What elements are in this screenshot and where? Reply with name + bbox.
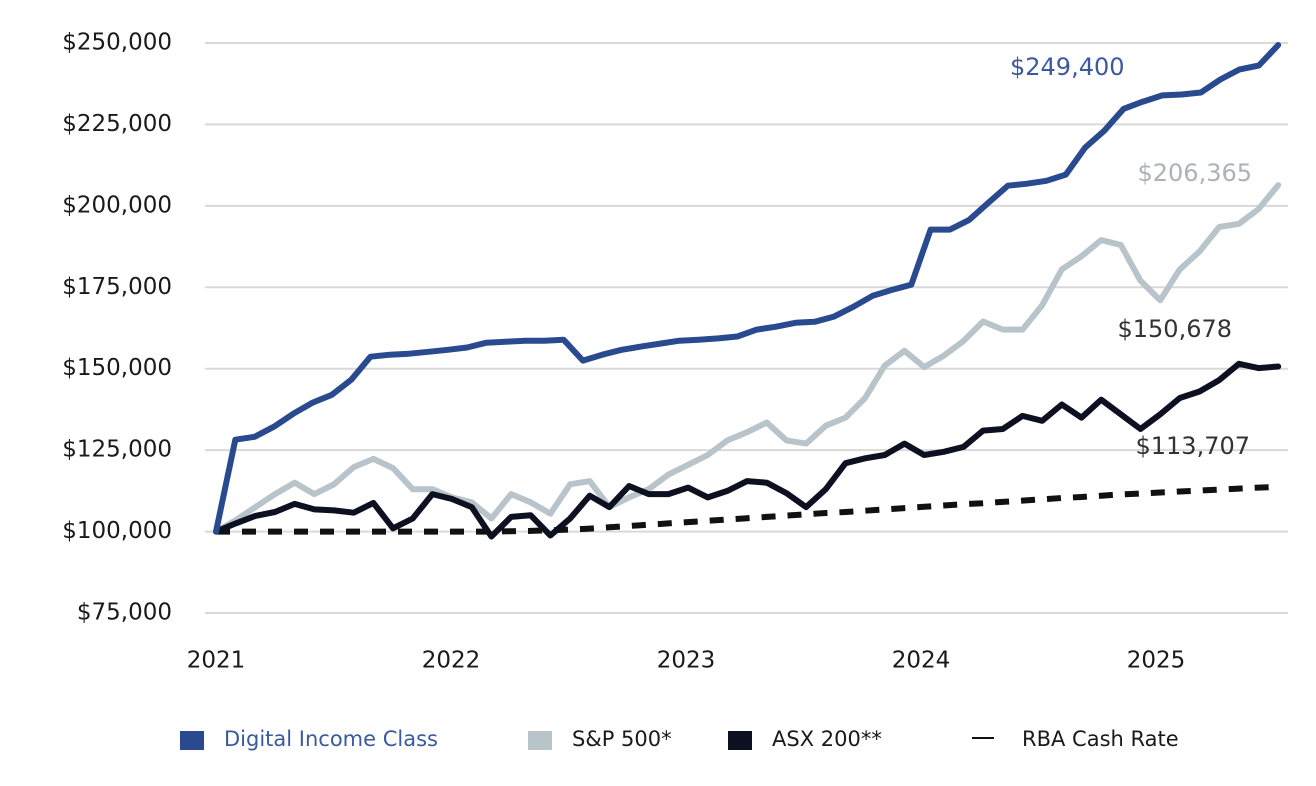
legend-item: Digital Income Class bbox=[180, 727, 438, 751]
y-tick-label: $250,000 bbox=[62, 30, 172, 56]
legend-swatch bbox=[528, 731, 552, 750]
y-axis-ticks: $250,000 $225,000 $200,000 $175,000 $150,000… bbox=[62, 30, 172, 626]
legend-item: ASX 200** bbox=[728, 727, 882, 751]
series-line-digital-income-class bbox=[213, 42, 1282, 535]
x-tick-label: 2021 bbox=[187, 648, 246, 674]
x-axis-ticks: 2021 2022 2023 2024 2025 bbox=[187, 648, 1186, 674]
y-tick-label: $125,000 bbox=[62, 437, 172, 463]
x-tick-label: 2023 bbox=[657, 648, 716, 674]
x-tick-label: 2025 bbox=[1127, 648, 1186, 674]
series-line-asx-200 bbox=[213, 360, 1282, 540]
legend-item: RBA Cash Rate bbox=[972, 727, 1179, 751]
legend-swatch bbox=[180, 731, 204, 750]
y-tick-label: $200,000 bbox=[62, 192, 172, 218]
series-line-rba-cash-rate bbox=[216, 483, 1279, 535]
legend-label: S&P 500* bbox=[572, 727, 672, 751]
y-tick-label: $100,000 bbox=[62, 518, 172, 544]
x-tick-label: 2024 bbox=[892, 648, 951, 674]
series-line-s-p-500 bbox=[213, 182, 1282, 535]
y-tick-label: $175,000 bbox=[62, 274, 172, 300]
series-lines bbox=[213, 42, 1282, 540]
legend-label: Digital Income Class bbox=[224, 727, 438, 751]
legend-label: ASX 200** bbox=[772, 727, 882, 751]
end-value-label: $113,707 bbox=[1135, 432, 1250, 460]
legend: Digital Income Class S&P 500* ASX 200** RBA… bbox=[180, 727, 1179, 751]
y-tick-label: $75,000 bbox=[77, 600, 172, 626]
end-value-label: $150,678 bbox=[1117, 315, 1232, 343]
y-tick-label: $150,000 bbox=[62, 355, 172, 381]
legend-swatch bbox=[728, 731, 752, 750]
y-tick-label: $225,000 bbox=[62, 111, 172, 137]
end-value-label: $249,400 bbox=[1010, 53, 1125, 81]
x-tick-label: 2022 bbox=[422, 648, 481, 674]
legend-item: S&P 500* bbox=[528, 727, 672, 751]
end-value-label: $206,365 bbox=[1137, 159, 1252, 187]
legend-label: RBA Cash Rate bbox=[1022, 727, 1179, 751]
end-labels: $249,400 $206,365 $150,678 $113,707 bbox=[1010, 53, 1252, 460]
